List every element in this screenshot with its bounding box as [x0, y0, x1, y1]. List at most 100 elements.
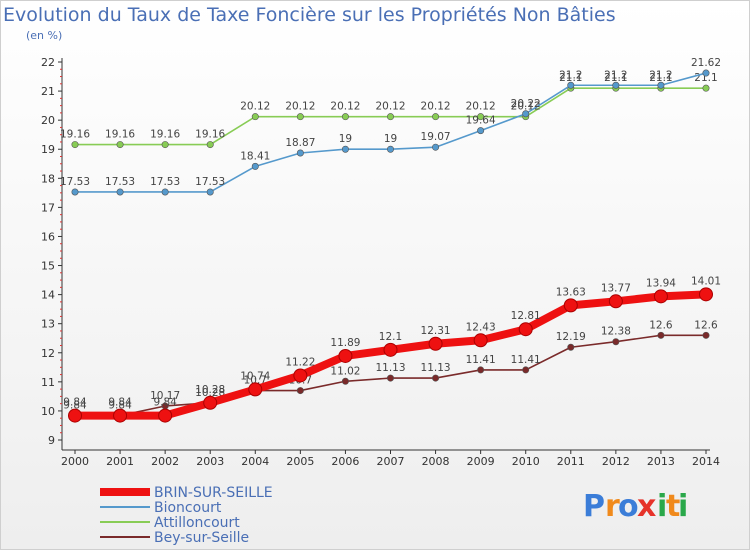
- data-label: 20.12: [330, 101, 360, 113]
- x-tick-label: 2007: [377, 455, 405, 468]
- data-label: 19.16: [195, 129, 225, 141]
- data-point: [296, 387, 304, 395]
- data-point: [563, 298, 578, 313]
- data-point: [653, 289, 668, 304]
- legend-label: Bey-sur-Seille: [154, 530, 249, 546]
- y-tick-label: 11: [41, 376, 55, 389]
- data-point: [113, 408, 128, 423]
- data-label: 21.1: [559, 72, 582, 84]
- data-point: [386, 145, 394, 153]
- data-point: [432, 113, 440, 121]
- data-label: 20.12: [375, 101, 405, 113]
- data-label: 19.64: [466, 115, 496, 127]
- y-tick-label: 22: [41, 56, 55, 69]
- x-tick-label: 2005: [286, 455, 314, 468]
- data-point: [338, 348, 353, 363]
- data-point: [567, 343, 575, 351]
- data-label: 20.12: [285, 101, 315, 113]
- logo-letter: i: [657, 489, 667, 524]
- y-tick-label: 19: [41, 143, 55, 156]
- data-label: 10.17: [150, 390, 180, 402]
- x-tick-label: 2000: [61, 455, 89, 468]
- data-label: 10.74: [240, 370, 270, 382]
- logo-letter: i: [678, 489, 688, 524]
- y-tick-label: 14: [41, 289, 55, 302]
- data-label: 17.53: [195, 176, 225, 188]
- data-point: [386, 374, 394, 382]
- x-tick-label: 2006: [331, 455, 359, 468]
- data-label: 19.16: [60, 129, 90, 141]
- data-label: 17.53: [150, 176, 180, 188]
- data-point: [477, 366, 485, 374]
- data-point: [341, 145, 349, 153]
- x-tick-label: 2001: [106, 455, 134, 468]
- logo-letter: P: [583, 489, 605, 524]
- data-point: [428, 336, 443, 351]
- data-point: [699, 287, 713, 302]
- data-point: [518, 322, 533, 337]
- series-bey-sur-seille: 9.849.8410.1710.2810.710.711.0211.1311.1…: [63, 319, 718, 420]
- data-label: 12.38: [601, 326, 631, 338]
- data-label: 9.84: [108, 397, 132, 409]
- x-tick-label: 2014: [692, 455, 720, 468]
- data-point: [206, 141, 214, 149]
- data-label: 9.84: [108, 400, 132, 412]
- data-label: 13.77: [601, 282, 631, 294]
- series-brin-sur-seille: 9.84 9.84 9.84 10.28 10.74 11.22 11.89 12.1 12.3…: [63, 275, 721, 423]
- data-label: 11.41: [466, 354, 496, 366]
- logo-letter: t: [666, 489, 680, 524]
- data-point: [161, 141, 169, 149]
- data-point: [203, 395, 218, 410]
- x-tick-label: 2004: [241, 455, 269, 468]
- data-point: [477, 127, 485, 135]
- data-label: 11.13: [421, 362, 451, 374]
- x-tick-label: 2010: [512, 455, 540, 468]
- y-tick-label: 17: [41, 201, 55, 214]
- data-point: [116, 188, 124, 196]
- data-label: 20.12: [421, 101, 451, 113]
- data-point: [657, 81, 665, 89]
- data-label: 21.2: [649, 69, 672, 81]
- y-tick-label: 21: [41, 85, 55, 98]
- data-label: 12.1: [379, 331, 402, 343]
- data-label: 17.53: [60, 176, 90, 188]
- data-point: [158, 408, 173, 423]
- data-label: 10.28: [195, 387, 225, 399]
- data-label: 19.16: [105, 129, 135, 141]
- data-point: [296, 113, 304, 121]
- data-point: [383, 342, 398, 357]
- x-tick-label: 2008: [422, 455, 450, 468]
- x-tick-label: 2013: [647, 455, 675, 468]
- data-label: 20.22: [511, 98, 541, 110]
- data-label: 13.94: [646, 277, 676, 289]
- data-point: [612, 81, 620, 89]
- data-label: 12.6: [694, 319, 718, 331]
- series-layer: 9.849.8410.1710.2810.710.711.0211.1311.1…: [60, 57, 721, 423]
- data-label: 21.1: [604, 72, 627, 84]
- x-tick-label: 2011: [557, 455, 585, 468]
- data-label: 12.31: [421, 325, 451, 337]
- data-label: 11.89: [330, 337, 360, 349]
- x-tick-label: 2003: [196, 455, 224, 468]
- data-label: 12.6: [649, 319, 673, 331]
- data-point: [248, 382, 263, 397]
- data-label: 18.41: [240, 150, 270, 162]
- data-point: [608, 294, 623, 309]
- data-label: 13.63: [556, 286, 586, 298]
- y-tick-label: 13: [41, 318, 55, 331]
- data-point: [116, 141, 124, 149]
- data-label: 21.62: [691, 57, 721, 69]
- data-point: [251, 162, 259, 170]
- y-tick-label: 16: [41, 230, 55, 243]
- data-point: [522, 366, 530, 374]
- logo-letter: x: [637, 489, 656, 524]
- data-point: [432, 374, 440, 382]
- data-label: 14.01: [691, 275, 721, 287]
- y-tick-label: 12: [41, 347, 55, 360]
- y-tick-label: 15: [41, 260, 55, 273]
- data-point: [341, 377, 349, 385]
- legend: BRIN-SUR-SEILLEBioncourtAttilloncourtBey…: [100, 485, 273, 546]
- data-label: 12.43: [466, 321, 496, 333]
